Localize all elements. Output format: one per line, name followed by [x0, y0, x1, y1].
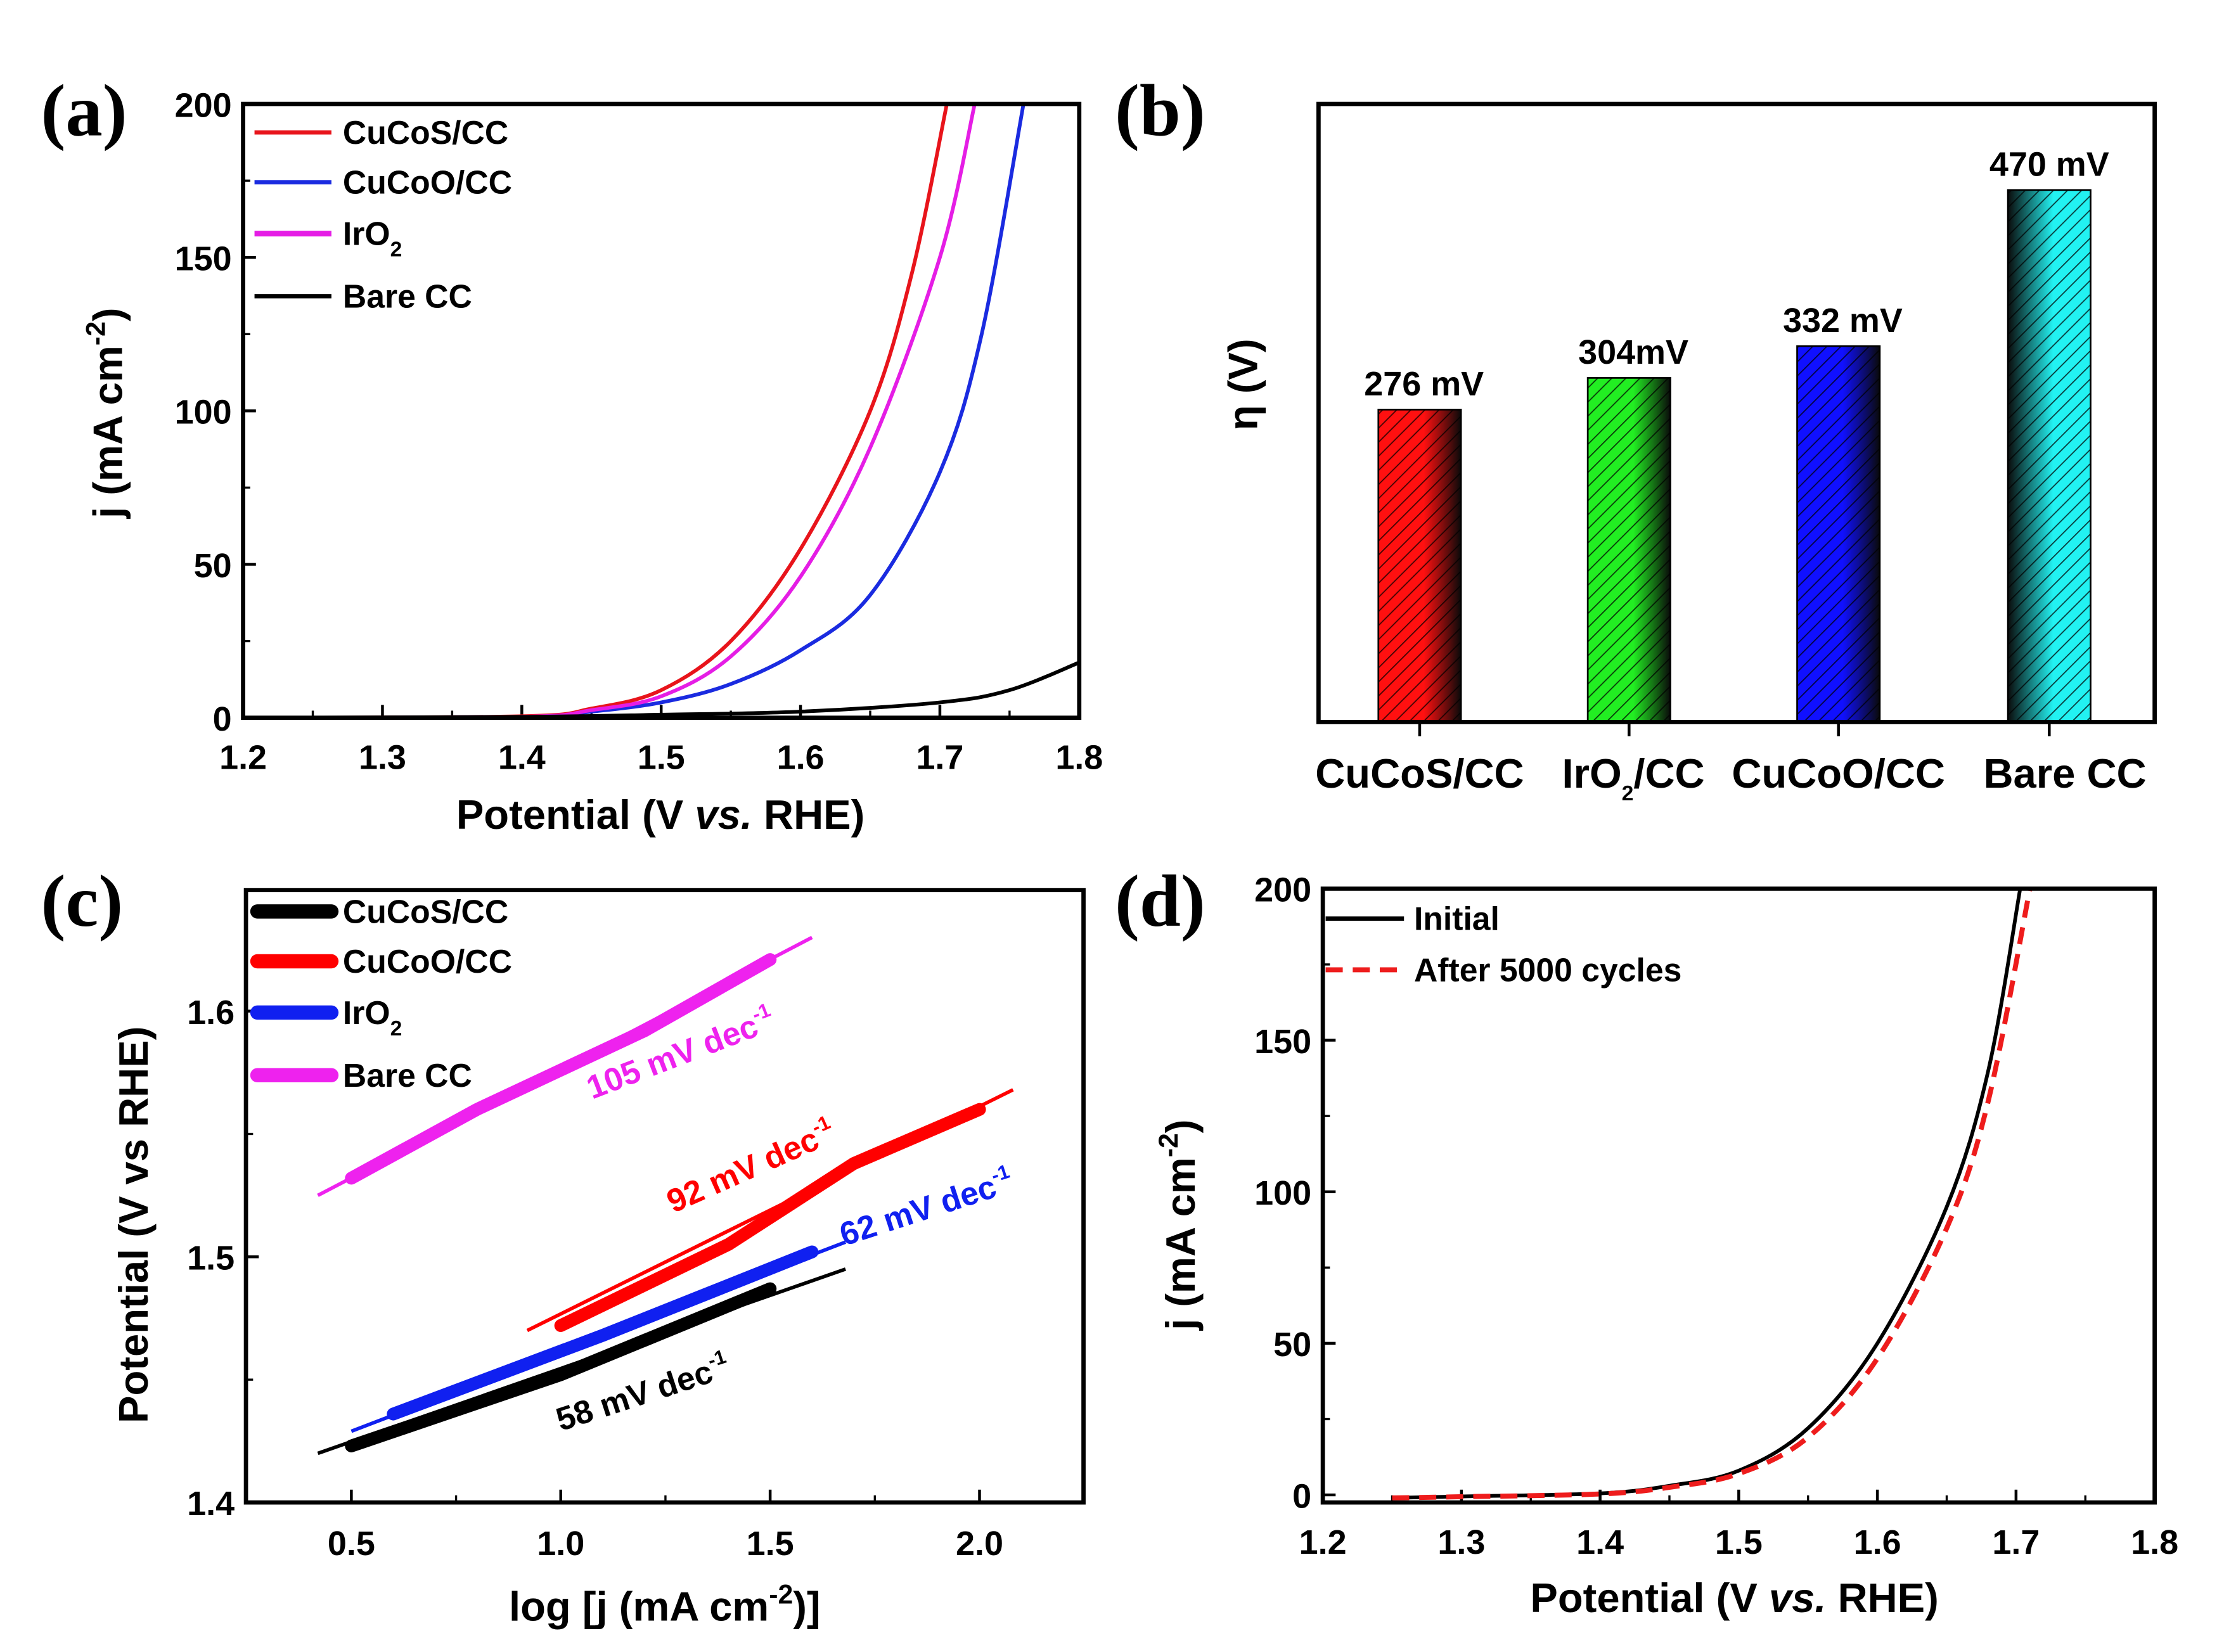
panel-b-axes-frame [1316, 101, 2157, 724]
y-tick-label: 150 [175, 240, 232, 278]
slope-label-cucos: 58 mV dec-1 [551, 1345, 734, 1438]
panel-c-axes-frame [243, 888, 1086, 1505]
x-tick-label: 1.3 [1437, 1523, 1485, 1561]
series-line-initial [1392, 888, 2022, 1500]
panel-c-x-axis-label: log [j (mA cm-2)] [509, 1580, 821, 1630]
panel-b-y-axis-label: η (V) [1220, 338, 1266, 430]
panel-c-plot: 0.5 1.0 1.5 2.0 1.4 1.5 1.6 [187, 904, 1086, 1563]
series-line-after-5000-cycles [1392, 888, 2033, 1501]
y-tick-label: 1.4 [187, 1485, 235, 1523]
x-tick-label: 1.8 [1055, 739, 1103, 777]
legend-label: CuCoS/CC [343, 114, 508, 151]
category-label: Bare CC [1983, 750, 2146, 797]
x-tick-label: 1.7 [1992, 1523, 2040, 1561]
panel-a-plot: 1.2 1.3 1.4 1.5 1.6 1.7 1.8 0 50 100 150 200 [175, 86, 1103, 776]
slope-label-cucoo: 92 mV dec-1 [660, 1111, 840, 1220]
panel-label-d: (d) [1115, 861, 1205, 942]
x-tick-label: 0.5 [328, 1525, 375, 1563]
legend-label: IrO2 [343, 215, 402, 262]
panel-a-y-axis-label: j (mA cm-2) [81, 308, 131, 520]
bar-value-label: 276 mV [1364, 365, 1484, 403]
panel-a-x-axis-label: Potential (V vs. RHE) [456, 791, 865, 838]
bar-hatch [1378, 409, 1462, 722]
panel-a-axes-frame [241, 101, 1082, 720]
bar-hatch [1588, 378, 1671, 722]
panel-label-b: (b) [1115, 70, 1205, 152]
y-tick-label: 1.5 [187, 1239, 235, 1277]
bar-hatch [2008, 189, 2091, 722]
bar-value-label: 470 mV [1989, 145, 2109, 183]
y-tick-label: 0 [213, 700, 232, 738]
y-tick-label: 200 [1254, 871, 1311, 909]
panel-label-c: (c) [41, 861, 123, 942]
panel-d-axes-frame [1320, 887, 2157, 1505]
legend-label: CuCoO/CC [343, 164, 512, 201]
legend-label: Bare CC [343, 1057, 472, 1094]
x-tick-label: 1.2 [1299, 1523, 1347, 1561]
x-tick-label: 1.0 [537, 1525, 584, 1563]
y-tick-label: 150 [1254, 1023, 1311, 1061]
legend-label: IrO2 [343, 994, 402, 1041]
panel-b-category-labels: CuCoS/CC IrO2/CC CuCoO/CC Bare CC [1315, 750, 2146, 805]
x-tick-label: 1.3 [359, 739, 406, 777]
data-line-iro [387, 1245, 819, 1421]
legend-label: Bare CC [343, 278, 472, 314]
x-tick-label: 1.7 [916, 739, 963, 777]
panel-c-y-axis-label: Potential (V vs RHE) [110, 1027, 157, 1423]
y-tick-label: 50 [194, 547, 232, 585]
legend-label: CuCoS/CC [343, 893, 508, 930]
x-tick-label: 1.5 [638, 739, 685, 777]
x-tick-label: 1.5 [1715, 1523, 1763, 1561]
panel-d-x-axis-label: Potential (V vs. RHE) [1530, 1575, 1938, 1621]
x-tick-label: 1.4 [1576, 1523, 1624, 1561]
data-line-cucoo-cc [554, 1103, 986, 1333]
bar-value-label: 304mV [1578, 333, 1688, 371]
x-tick-label: 1.8 [2131, 1523, 2178, 1561]
x-tick-label: 1.5 [747, 1525, 794, 1563]
category-label: IrO2/CC [1562, 750, 1704, 805]
panel-d-plot: 1.2 1.3 1.4 1.5 1.6 1.7 1.8 0 50 100 150 200 [1254, 871, 2178, 1561]
legend-label: Initial [1414, 900, 1500, 937]
y-tick-label: 50 [1273, 1326, 1311, 1364]
y-tick-label: 100 [175, 394, 232, 432]
data-line-cucos-cc [345, 1282, 777, 1452]
bar-hatch [1797, 346, 1880, 722]
y-tick-label: 0 [1292, 1477, 1311, 1515]
x-tick-label: 1.6 [777, 739, 825, 777]
panel-b-plot: 276 mV 304mV 332 mV 470 mV [1364, 145, 2109, 736]
category-label: CuCoS/CC [1315, 750, 1524, 797]
y-tick-label: 100 [1254, 1174, 1311, 1212]
slope-label-iro2: 62 mV dec-1 [834, 1160, 1017, 1253]
x-tick-label: 2.0 [956, 1525, 1003, 1563]
x-tick-label: 1.4 [498, 739, 546, 777]
panel-c-legend: CuCoS/CC CuCoO/CC IrO2 Bare CC [343, 893, 512, 1093]
legend-label: CuCoO/CC [343, 943, 512, 980]
panel-a-legend: CuCoS/CC CuCoO/CC IrO2 Bare CC [343, 114, 512, 314]
x-tick-label: 1.2 [219, 739, 267, 777]
panel-d-legend: Initial After 5000 cycles [1414, 900, 1681, 989]
y-tick-label: 200 [175, 86, 232, 124]
data-line-bare-cc [345, 953, 777, 1185]
y-tick-label: 1.6 [187, 994, 235, 1032]
bar-value-label: 332 mV [1783, 302, 1903, 340]
panel-label-a: (a) [41, 70, 127, 152]
category-label: CuCoO/CC [1732, 750, 1945, 797]
legend-label: After 5000 cycles [1414, 951, 1681, 988]
panel-d-y-axis-label: j (mA cm-2) [1154, 1120, 1204, 1331]
x-tick-label: 1.6 [1854, 1523, 1901, 1561]
